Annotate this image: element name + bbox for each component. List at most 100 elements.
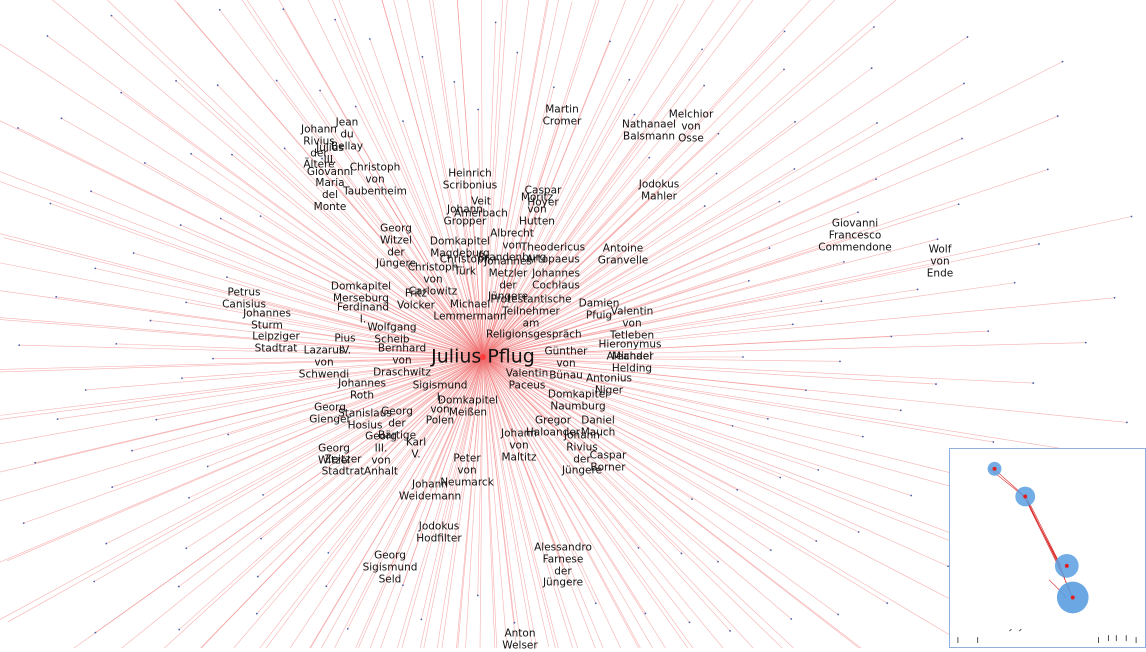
- peripheral-node: [120, 91, 123, 94]
- node-label[interactable]: Johannes Cochlaus: [532, 267, 580, 291]
- node-label[interactable]: Christoph Türk: [439, 253, 491, 277]
- node-label[interactable]: Georg Witzel der Jüngere: [375, 222, 417, 270]
- minimap-canvas: [957, 461, 1137, 644]
- node-label[interactable]: Christoph von Taubenheim: [343, 161, 407, 197]
- node-label[interactable]: Peter von Neumarck: [440, 452, 494, 488]
- node-label[interactable]: Günther von Bünau: [544, 345, 588, 381]
- node-label[interactable]: Michael Lemmermann: [433, 298, 507, 322]
- graph-edge: [334, 356, 484, 648]
- graph-edge: [482, 356, 993, 549]
- node-label[interactable]: Moritz von Hutten: [519, 191, 555, 227]
- node-label[interactable]: Johannes Metzler der Jüngere: [484, 255, 532, 303]
- node-label[interactable]: Antoine Granvelle: [597, 242, 649, 266]
- node-label[interactable]: Johannes Sturm: [243, 307, 291, 331]
- graph-edge: [432, 0, 484, 358]
- peripheral-node: [961, 137, 963, 140]
- node-label[interactable]: Karl V.: [405, 436, 427, 460]
- node-label[interactable]: Johann Rivius der Jüngere: [561, 429, 603, 477]
- peripheral-node: [1046, 168, 1049, 171]
- node-label[interactable]: Michael Helding: [611, 350, 653, 374]
- node-label[interactable]: Johann Gropper: [443, 203, 487, 227]
- node-label[interactable]: Gregor Haloander: [525, 414, 581, 438]
- graph-edge: [482, 356, 754, 648]
- graph-edge: [436, 356, 484, 648]
- node-label[interactable]: Christoph von Carlowitz: [407, 261, 459, 297]
- node-label[interactable]: Protestantische Teilnehmer am Religionsg…: [486, 293, 582, 341]
- node-label[interactable]: Domkapitel Naumburg: [547, 388, 609, 412]
- graph-edge: [188, 356, 484, 499]
- node-label[interactable]: Domkapitel Magdeburg: [429, 235, 491, 259]
- node-label[interactable]: Jodokus Hodfilter: [416, 520, 462, 544]
- node-label[interactable]: Theodericus Artopaeus: [520, 241, 586, 265]
- node-label[interactable]: Georg Sigismund Seld: [362, 549, 418, 585]
- node-label[interactable]: Antonius Niger: [585, 372, 633, 396]
- peripheral-node: [701, 48, 703, 51]
- graph-edge: [482, 0, 754, 358]
- node-label[interactable]: Heinrich Scribonius: [442, 167, 498, 191]
- node-label[interactable]: Johannes Roth: [338, 377, 386, 401]
- node-label[interactable]: Giovanni Francesco Commendone: [818, 217, 892, 253]
- node-label[interactable]: Domkapitel Merseburg: [330, 280, 392, 304]
- graph-edge: [0, 171, 484, 358]
- graph-edge: [482, 356, 937, 385]
- node-label[interactable]: Martin Cromer: [542, 103, 582, 127]
- node-label[interactable]: Leipziger Stadtrat: [252, 330, 300, 354]
- graph-edge: [482, 126, 692, 358]
- node-label[interactable]: Fritz Volcker: [397, 287, 435, 311]
- node-label[interactable]: Veit Amerbach: [454, 195, 508, 219]
- peripheral-node: [644, 612, 647, 615]
- graph-edge: [482, 0, 508, 358]
- node-label[interactable]: Johann von Maltitz: [501, 427, 537, 463]
- node-label[interactable]: Pius IV.: [334, 332, 356, 356]
- node-label[interactable]: Valentin Paceus: [505, 367, 549, 391]
- overview-minimap[interactable]: [949, 448, 1146, 648]
- graph-edge: [347, 356, 484, 630]
- peripheral-node: [354, 105, 357, 108]
- node-label[interactable]: Hieronymus Aleander: [598, 338, 662, 362]
- graph-edge: [95, 268, 484, 358]
- node-label[interactable]: Wolf von Ende: [926, 243, 954, 279]
- node-label[interactable]: Stanislaus Hosius: [338, 407, 392, 431]
- node-label[interactable]: Caspar Hoyer: [524, 184, 562, 208]
- node-label[interactable]: Melchior von Osse: [668, 108, 714, 144]
- peripheral-node: [111, 486, 114, 489]
- node-label[interactable]: Johann Weidemann: [398, 478, 462, 502]
- node-label[interactable]: Petrus Canisius: [222, 286, 266, 310]
- node-label[interactable]: Wolfgang Scheib: [367, 321, 417, 345]
- node-label[interactable]: Nathanael Balsmann: [622, 118, 676, 142]
- node-label[interactable]: Albrecht von Brandenburg: [477, 227, 547, 263]
- peripheral-node: [992, 441, 995, 443]
- node-label[interactable]: Lazarus von Schwendi: [298, 344, 350, 380]
- peripheral-node: [793, 168, 796, 170]
- peripheral-node: [717, 132, 720, 135]
- graph-edge: [369, 38, 484, 358]
- node-label[interactable]: Julius III. Giovanni Maria del Monte: [306, 141, 354, 213]
- node-label[interactable]: Georg III. von Anhalt: [364, 430, 398, 478]
- node-label[interactable]: Valentin von Tetleben: [609, 305, 655, 341]
- node-label[interactable]: Johann Rivius der Ältere: [301, 123, 337, 171]
- peripheral-node: [873, 26, 875, 28]
- node-label[interactable]: Domkapitel Meißen: [437, 394, 499, 418]
- node-label[interactable]: Zeitzer Stadtrat: [321, 453, 365, 477]
- minimap-clusters: [987, 461, 1089, 614]
- node-label[interactable]: Sigismund I. von Polen: [412, 379, 468, 427]
- node-label[interactable]: Georg der Bärtige: [377, 405, 417, 441]
- center-node-label[interactable]: Julius Pflug: [431, 345, 535, 368]
- peripheral-node: [84, 389, 87, 391]
- node-label[interactable]: Jean du Bellay: [330, 116, 364, 152]
- peripheral-node: [494, 21, 497, 24]
- node-label[interactable]: Daniel Mauch: [580, 414, 616, 438]
- node-label[interactable]: Damien Pfuig: [578, 297, 620, 321]
- node-label[interactable]: Georg Witzel: [317, 442, 351, 466]
- node-label[interactable]: Caspar Borner: [589, 449, 627, 473]
- node-label[interactable]: Jodokus Mahler: [638, 178, 680, 202]
- node-label[interactable]: Ferdinand I.: [336, 301, 390, 325]
- graph-edge: [106, 356, 484, 544]
- node-label[interactable]: Bernhard von Draschwitz: [373, 342, 431, 378]
- node-label[interactable]: Georg Gienger: [309, 401, 351, 425]
- peripheral-node: [216, 84, 219, 87]
- node-label[interactable]: Anton Welser: [502, 627, 538, 651]
- graph-edge: [482, 356, 783, 648]
- node-label[interactable]: Alessandro Farnese der Jüngere: [534, 541, 592, 589]
